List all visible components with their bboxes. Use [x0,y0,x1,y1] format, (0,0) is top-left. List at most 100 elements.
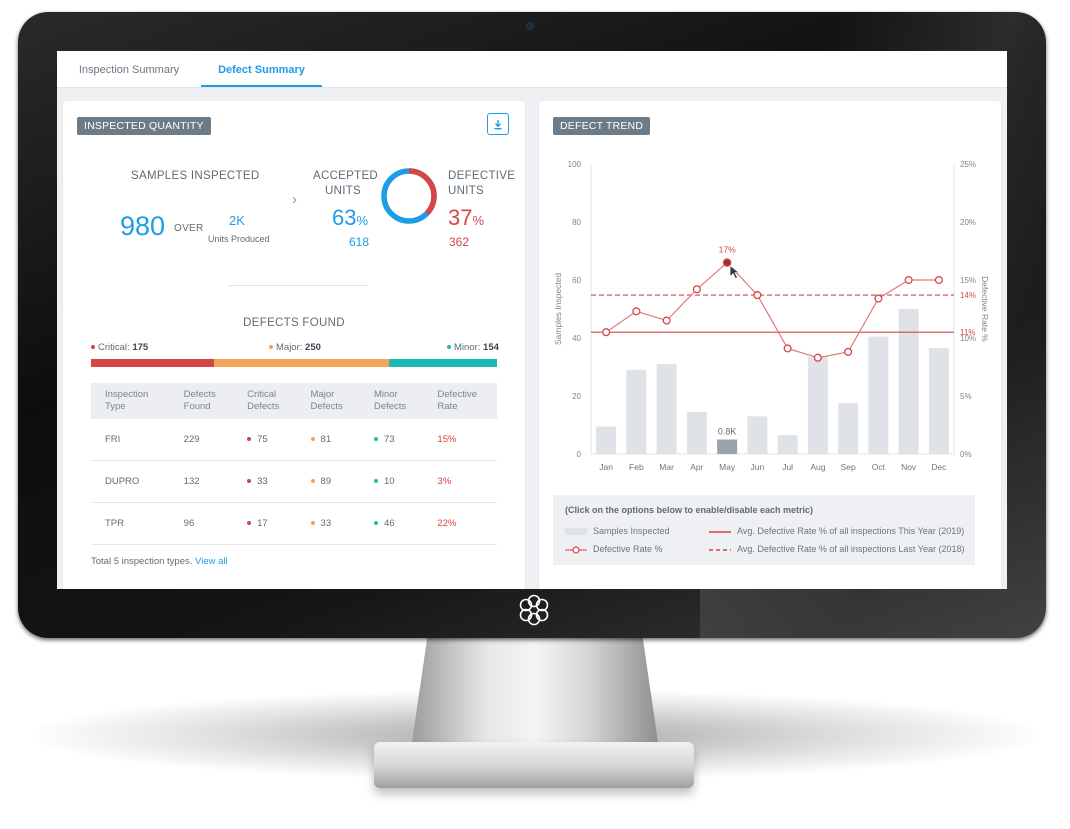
y-tick-label: 80 [572,218,581,227]
chevron-right-icon: › [292,191,297,208]
y2-tick-label: 25% [960,160,976,169]
major-legend: Major: 250 [269,342,321,353]
x-tick-label: Sep [841,462,856,472]
table-row[interactable]: TPR 96 17 33 46 22% [91,502,497,545]
units-produced-label: Units Produced [208,234,270,244]
cell-type: DUPRO [91,460,170,503]
cell-found: 96 [169,502,234,545]
defective-units-label-2: UNITS [448,185,484,197]
table-row[interactable]: FRI 229 75 81 73 15% [91,419,497,461]
monitor-stand-base [374,742,694,788]
defective-percent: 37% [448,205,484,231]
cell-major: 81 [296,419,360,461]
bar-samples-jun [747,416,768,454]
rate-point-mar [662,316,671,325]
y-tick-label: 0 [577,450,582,459]
defect-trend-chart: 0 20 40 60 80 100 0% 5% 10% 15% 20% 25% Samples Insp… [553,160,990,472]
col-header-found: Defects Found [169,383,234,419]
legend-rate-label: Defective Rate % [593,544,663,554]
rate-point-nov [904,275,913,285]
defective-percent-sign: % [472,213,485,228]
y-tick-label: 20 [572,392,581,401]
chart-legend: (Click on the options below to enable/di… [553,495,975,565]
y2-tick-label: 15% [960,276,976,285]
screen: Inspection Summary Defect Summary INSPEC… [57,51,1007,589]
y-tick-label: 60 [572,276,581,285]
legend-last-year-toggle[interactable]: Avg. Defective Rate % of all inspections… [709,544,964,554]
tab-inspection-summary[interactable]: Inspection Summary [78,64,180,76]
legend-this-year-toggle[interactable]: Avg. Defective Rate % of all inspections… [709,526,964,536]
legend-bar-swatch [565,528,587,536]
avg-this-year-label: 11% [960,328,975,337]
monitor-stand-neck [410,636,660,756]
view-all-link[interactable]: View all [195,556,228,567]
bar-samples-aug [807,356,828,454]
over-label: OVER [174,223,204,234]
bar-samples-feb [626,369,647,454]
legend-samples-toggle[interactable]: Samples Inspected [565,526,670,536]
bar-samples-mar [656,364,677,454]
x-tick-label: Jun [751,462,765,472]
cell-minor: 46 [359,502,424,545]
x-tick-label: Nov [901,462,917,472]
bar-samples-oct [868,336,889,454]
y2-tick-label: 0% [960,450,972,459]
defects-table: Inspection Type Defects Found Critical Defe… [91,383,497,545]
cell-major: 89 [296,460,360,503]
defect-bar-minor [389,359,497,367]
accepted-units-label-2: UNITS [325,185,361,197]
download-button[interactable] [487,113,509,135]
cell-minor: 73 [359,419,424,461]
webcam-icon [527,23,533,29]
y-tick-label: 40 [572,334,581,343]
x-tick-label: Jul [782,462,793,472]
defective-percent-value: 37 [448,205,473,230]
rate-point-jan [602,328,611,337]
cell-rate: 3% [423,460,497,503]
y-tick-label: 100 [568,160,582,169]
samples-inspected-value: 980 [120,211,166,241]
mouse-cursor-icon [729,264,740,280]
monitor-logo-icon [519,594,549,626]
table-header-row: Inspection Type Defects Found Critical Defe… [91,383,497,419]
tab-bar: Inspection Summary Defect Summary [57,51,1007,88]
critical-legend: Critical: 175 [91,342,148,353]
rate-point-oct [874,294,883,303]
col-header-minor: Minor Defects [359,383,424,419]
tab-defect-summary[interactable]: Defect Summary [201,51,322,87]
major-legend-value: 250 [305,342,321,353]
accepted-percent-sign: % [356,213,369,228]
legend-solid-line-icon [709,530,731,533]
cell-type: FRI [91,419,170,461]
critical-dot [91,345,95,350]
col-header-rate: Defective Rate [423,383,497,419]
rate-point-apr [692,285,701,294]
defective-count: 362 [449,235,470,249]
bar-samples-may [717,439,738,454]
table-row[interactable]: DUPRO 132 33 89 10 3% [91,460,497,503]
minor-dot [447,345,451,350]
bar-samples-sep [838,403,859,454]
x-tick-label: Mar [659,462,674,472]
legend-dashed-line-icon [709,548,731,551]
cell-critical: 33 [233,460,297,503]
x-tick-label: Apr [690,462,703,472]
y2-tick-label: 10% [960,334,976,343]
rate-point-dec [934,275,943,285]
minor-legend-label: Minor: [454,342,481,353]
accepted-percent-value: 63 [332,205,357,230]
legend-rate-toggle[interactable]: Defective Rate % [565,544,663,554]
y2-tick-label: 5% [960,392,972,401]
x-tick-label: Oct [872,462,886,472]
legend-hint: (Click on the options below to enable/di… [565,505,814,515]
bar-samples-jul [777,435,798,454]
cell-found: 229 [169,419,234,461]
rate-point-jun [753,291,762,300]
accepted-defective-donut [381,168,437,224]
x-tick-label: Aug [810,462,825,472]
donut-defective-arc [381,168,437,224]
y-axis-title: Samples Inspected [553,273,563,346]
inspected-quantity-panel: INSPECTED QUANTITY SAMPLES INSPECTED 980… [63,101,525,589]
cell-rate: 22% [423,502,497,545]
col-header-major: Major Defects [296,383,360,419]
